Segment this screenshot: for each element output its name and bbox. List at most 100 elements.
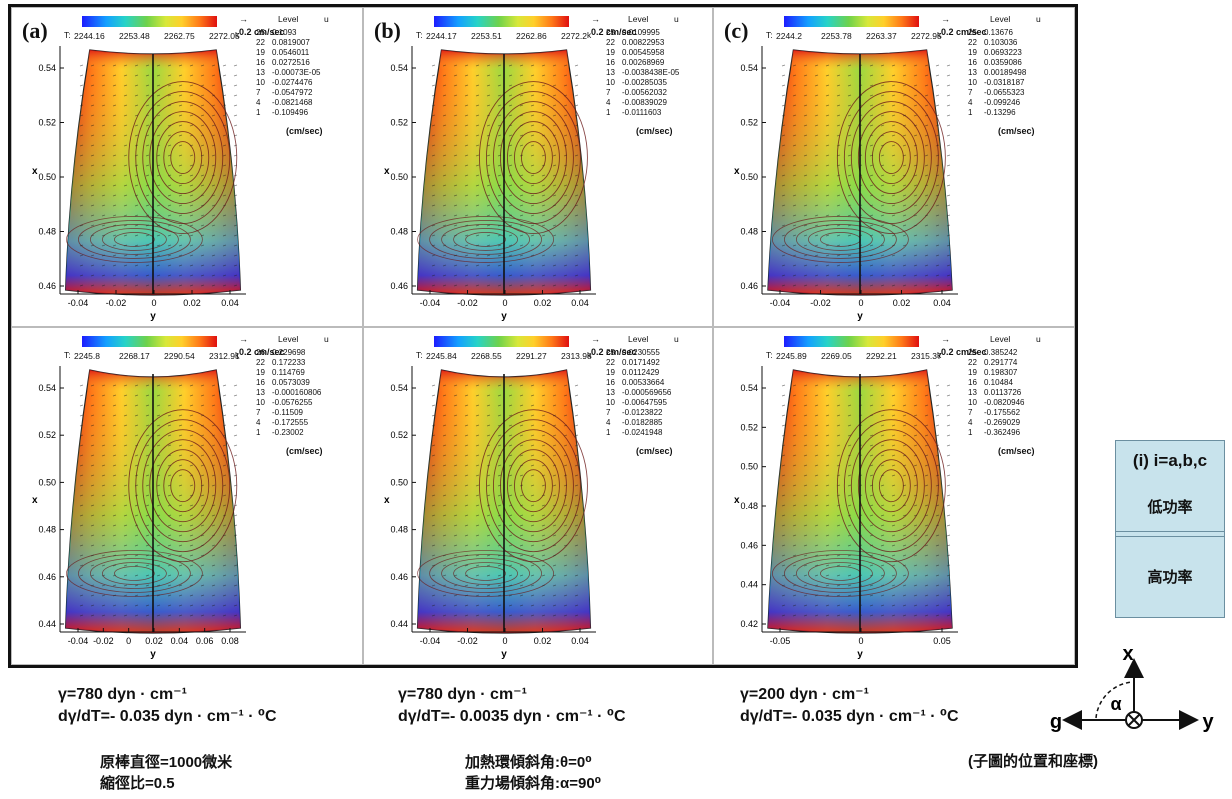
level-value: 4 xyxy=(256,98,261,107)
colorbar-tick-label: 2253.51 xyxy=(471,31,502,41)
panel-label: (c) xyxy=(724,18,749,43)
level-header: Level xyxy=(628,14,649,24)
temperature-colorbar xyxy=(784,336,919,347)
y-tick-label: 0 xyxy=(126,636,131,646)
u-value: 0.114769 xyxy=(272,368,305,377)
level-value: 16 xyxy=(968,378,977,387)
y-tick-label: 0.04 xyxy=(171,636,189,646)
u-value: -0.00073E-05 xyxy=(272,68,321,77)
flow-field-plot: 0.54 0.52 0.50 0.48 0.46 x -0.04 -0.02 0 0.02 0.04… xyxy=(32,46,246,322)
y-tick-label: -0.02 xyxy=(106,298,127,308)
level-value: 7 xyxy=(256,88,261,97)
y-tick-label: 0 xyxy=(151,298,156,308)
figure-frame xyxy=(8,4,1078,668)
level-value: 22 xyxy=(968,358,977,367)
y-axis-label: y xyxy=(150,649,156,660)
level-value: 7 xyxy=(256,408,261,417)
level-value: 10 xyxy=(256,78,265,87)
u-value: 0.13676 xyxy=(984,28,1013,37)
caption-col2-line1: γ=780 dyn · cm⁻¹ xyxy=(398,686,527,703)
x-tick-label: 0.54 xyxy=(390,63,408,73)
rod-diameter-text: 原棒直徑=1000微米 xyxy=(100,754,233,771)
level-header: Level xyxy=(278,14,299,24)
colorbar-unit: k xyxy=(235,350,240,360)
level-value: 22 xyxy=(256,38,265,47)
velocity-arrow-icon: → xyxy=(239,334,248,344)
u-value: -0.0547972 xyxy=(272,88,313,97)
level-value: 13 xyxy=(256,388,265,397)
u-value: -0.172555 xyxy=(272,418,309,427)
level-value: 1 xyxy=(968,108,973,117)
u-units: (cm/sec) xyxy=(998,446,1035,456)
u-units: (cm/sec) xyxy=(636,126,673,136)
power-legend-box: (i) i=a,b,c 低功率 高功率 xyxy=(1115,440,1225,618)
flow-field-plot: 0.54 0.52 0.50 0.48 0.46 0.44 x -0.04 -0.02 0 0.02… xyxy=(384,366,596,660)
panel-label: (b) xyxy=(374,18,401,43)
y-tick-label: 0.02 xyxy=(534,298,552,308)
x-tick-label: 0.48 xyxy=(390,525,408,535)
u-value: 0.0272516 xyxy=(272,58,310,67)
plot-panel: (a) T: 2244.16 2253.48 2262.75 2272.05 k → 0.2 c… xyxy=(11,7,363,327)
alpha-label: α xyxy=(1110,694,1121,714)
level-value: 25 xyxy=(968,28,977,37)
caption-col3-line2: dγ/dT=- 0.035 dyn · cm⁻¹ · ⁰C xyxy=(740,708,959,725)
gravity-angle-text: 重力場傾斜角:α=90⁰ xyxy=(465,775,602,792)
x-tick-label: 0.48 xyxy=(38,227,56,237)
coordinate-caption: (子圖的位置和座標) xyxy=(968,753,1098,770)
x-axis-label: x xyxy=(734,495,740,506)
u-value: 0.0113726 xyxy=(984,388,1022,397)
u-value: 0.00533664 xyxy=(622,378,665,387)
caption-col1: γ=780 dyn · cm⁻¹ dγ/dT=- 0.035 dyn · cm⁻… xyxy=(58,684,277,728)
u-value: -0.0182885 xyxy=(622,418,663,427)
colorbar-tick-label: 2290.54 xyxy=(164,351,195,361)
y-tick-label: -0.05 xyxy=(770,636,791,646)
level-value: 16 xyxy=(256,58,265,67)
y-tick-label: 0.02 xyxy=(145,636,163,646)
u-value: -0.13296 xyxy=(984,108,1016,117)
gravity-label: g xyxy=(1050,711,1062,733)
level-value: 13 xyxy=(606,68,615,77)
u-value: -0.000569656 xyxy=(622,388,672,397)
x-tick-label: 0.50 xyxy=(38,172,56,182)
temperature-colorbar xyxy=(82,16,217,27)
u-value: -0.362496 xyxy=(984,428,1021,437)
level-value: 1 xyxy=(606,108,611,117)
x-tick-label: 0.44 xyxy=(38,619,56,629)
x-tick-label: 0.44 xyxy=(740,580,758,590)
u-value: -0.0655323 xyxy=(984,88,1025,97)
u-value: -0.00647595 xyxy=(622,398,667,407)
reduction-ratio-text: 縮徑比=0.5 xyxy=(100,775,175,792)
velocity-scale: 0.2 cm/sec xyxy=(591,347,637,357)
u-value: -0.109496 xyxy=(272,108,309,117)
level-value: 16 xyxy=(606,378,615,387)
u-value: -0.269029 xyxy=(984,418,1021,427)
caption-col2: γ=780 dyn · cm⁻¹ dγ/dT=- 0.0035 dyn · cm… xyxy=(398,684,626,728)
u-value: 0.172233 xyxy=(272,358,306,367)
level-value: 4 xyxy=(968,98,973,107)
u-value: -0.0820946 xyxy=(984,398,1025,407)
u-value: 0.291774 xyxy=(984,358,1018,367)
caption-col1-line2: dγ/dT=- 0.035 dyn · cm⁻¹ · ⁰C xyxy=(58,708,277,725)
level-value: 16 xyxy=(256,378,265,387)
u-value: 0.1093 xyxy=(272,28,297,37)
y-tick-label: 0.04 xyxy=(221,298,239,308)
u-value: 0.229698 xyxy=(272,348,306,357)
level-header: Level xyxy=(628,334,649,344)
x-tick-label: 0.52 xyxy=(38,430,56,440)
alpha-arc xyxy=(1095,681,1133,719)
x-axis-label: x xyxy=(384,495,390,506)
caption-col3: γ=200 dyn · cm⁻¹ dγ/dT=- 0.035 dyn · cm⁻… xyxy=(740,684,959,728)
u-value: -0.000160806 xyxy=(272,388,322,397)
level-value: 1 xyxy=(968,428,973,437)
u-value: -0.00562032 xyxy=(622,88,667,97)
colorbar-tick-label: 2263.37 xyxy=(866,31,897,41)
u-header: u xyxy=(1036,14,1041,24)
y-axis-label: y xyxy=(1202,711,1214,733)
velocity-scale: 0.2 cm/sec xyxy=(591,27,637,37)
colorbar-tick-label: 2312.91 xyxy=(209,351,240,361)
level-value: 4 xyxy=(968,418,973,427)
y-tick-label: -0.04 xyxy=(68,298,89,308)
panel-label: (a) xyxy=(22,18,48,43)
velocity-scale: 0.2 cm/sec xyxy=(941,27,987,37)
temperature-colorbar xyxy=(784,16,919,27)
